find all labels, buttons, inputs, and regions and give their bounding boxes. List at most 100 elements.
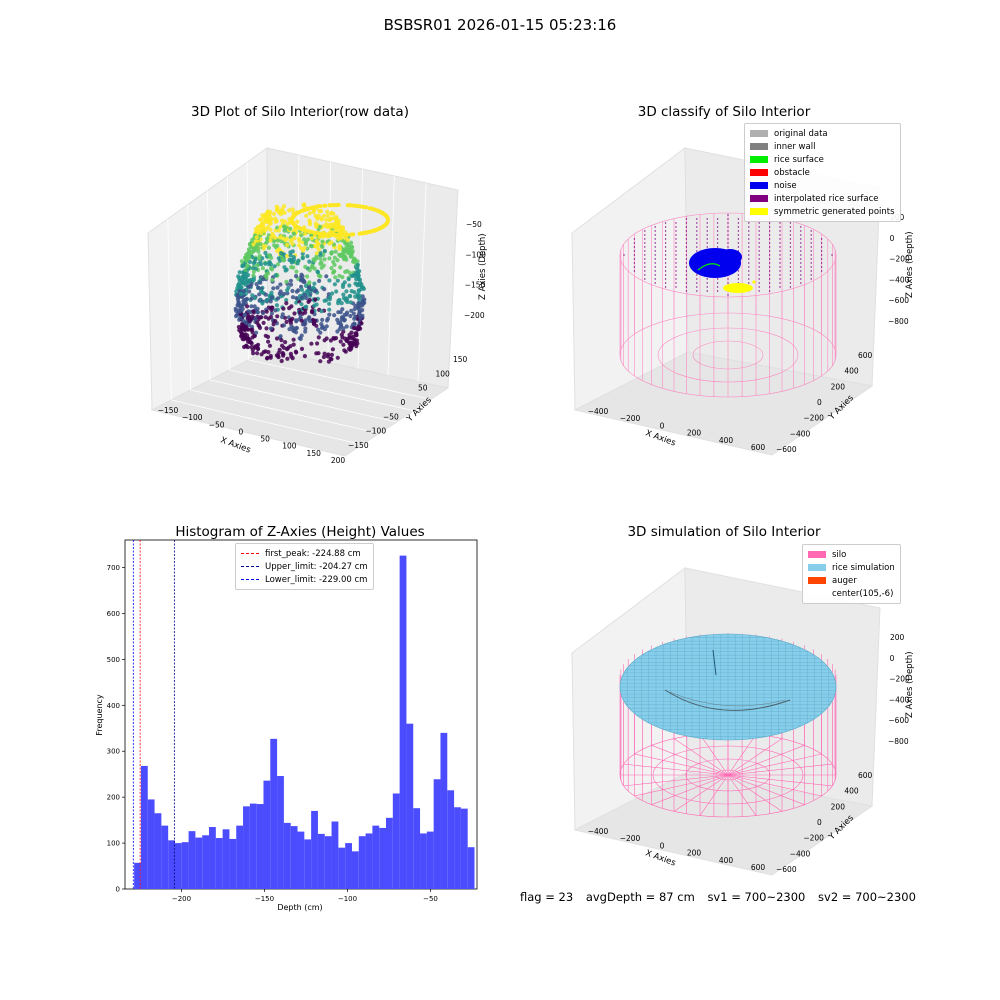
histogram-bar [134, 862, 141, 889]
histogram-bar [297, 831, 305, 889]
legend-item: obstacle [750, 166, 895, 179]
panel4-y-tick-label: 0 [817, 818, 822, 827]
legend-swatch [750, 169, 768, 176]
panel4-y-tick-label: 200 [831, 802, 846, 811]
histogram-bar [426, 831, 434, 889]
legend-item: first_peak: -224.88 cm [241, 547, 368, 560]
panel4-y-tick-label: 600 [858, 771, 873, 780]
panel2-y-tick-label: −600 [776, 445, 797, 454]
panel4-title: 3D simulation of Silo Interior [627, 524, 821, 540]
panel1-x-tick-label: 100 [282, 442, 297, 451]
sv1-text: sv1 = 700~2300 [707, 890, 806, 904]
histogram-y-tick-label: 600 [107, 610, 120, 618]
legend-label: original data [774, 128, 828, 139]
histogram-bar [174, 843, 182, 889]
histogram-bar [209, 827, 216, 889]
panel1-z-tick-label: −200 [464, 311, 485, 320]
panel2-x-tick-label: 200 [687, 429, 702, 438]
panel4-x-tick-label: −400 [588, 827, 609, 836]
histogram-bar [460, 808, 468, 889]
histogram-y-tick-label: 200 [107, 794, 120, 802]
legend-item: original data [750, 127, 895, 140]
panel1-y-tick-label: 150 [453, 355, 468, 364]
panel2-x-tick-label: −400 [588, 407, 609, 416]
panel4-y-tick-label: −200 [803, 834, 824, 843]
figure-title: BSBSR01 2026-01-15 05:23:16 [383, 16, 617, 34]
legend-label: center(105,-6) [832, 588, 894, 599]
panel1-xlabel: X Axies [219, 435, 252, 455]
panel3-histogram: −200 −150 −100 −50 0 100 200 300 400 500 600 700 De… [95, 539, 478, 912]
histogram-y-tick-label: 0 [116, 886, 120, 894]
legend-item: noise [750, 179, 895, 192]
legend-item: interpolated rice surface [750, 192, 895, 205]
histogram-y-tick-label: 700 [107, 564, 120, 572]
panel1-y-tick-label: 50 [418, 384, 428, 393]
panel4-zlabel: Z Axies (Depth) [905, 651, 915, 718]
legend-label: obstacle [774, 167, 810, 178]
histogram-bar [290, 826, 298, 889]
panel1-zlabel: Z Axies (Depth) [478, 233, 488, 300]
legend-swatch [808, 564, 826, 571]
histogram-x-tick-label: −50 [423, 895, 438, 903]
panel1-x-tick-label: −50 [209, 420, 225, 429]
panel2-z-tick-label: −400 [889, 275, 910, 284]
histogram-bar [386, 817, 393, 889]
histogram-bar [263, 780, 271, 889]
histogram-bar [195, 837, 203, 889]
panel4-z-tick-label: −600 [888, 716, 909, 725]
panel4-y-tick-label: 400 [844, 787, 859, 796]
panel1-x-tick-label: −100 [182, 413, 203, 422]
histogram-bar [372, 825, 380, 889]
panel1-y-tick-label: −50 [383, 412, 399, 421]
silo-wireframe [619, 212, 837, 398]
panel1-z-tick-label: −50 [466, 220, 482, 229]
panel2-x-tick-label: −200 [620, 414, 641, 423]
panel1-x-tick-label: 150 [307, 449, 322, 458]
legend-label: Upper_limit: -204.27 cm [265, 561, 368, 572]
panel2-z-tick-label: −200 [889, 255, 910, 264]
legend-label: rice simulation [832, 562, 895, 573]
histogram-bar [181, 842, 189, 889]
panel1-z-tick-label: −150 [465, 281, 486, 290]
histogram-bar [358, 836, 366, 889]
histogram-bar [147, 799, 155, 889]
panel4-z-tick-label: −800 [888, 737, 909, 746]
legend-swatch [750, 143, 768, 150]
histogram-legend: first_peak: -224.88 cm Upper_limit: -204.… [235, 543, 374, 590]
histogram-bar [420, 833, 427, 889]
avg-depth-text: avgDepth = 87 cm [585, 890, 695, 904]
histogram-bar [331, 821, 339, 889]
legend-label: auger [832, 575, 857, 586]
panel2-zlabel: Z Axies (Depth) [905, 231, 915, 298]
histogram-bar [433, 779, 441, 889]
histogram-bar [168, 840, 175, 889]
panel4-z-tick-label: 200 [890, 633, 905, 642]
legend-item: rice surface [750, 153, 895, 166]
legend-swatch [808, 590, 826, 597]
histogram-bar [338, 847, 346, 889]
legend-item: silo [808, 548, 895, 561]
panel1-y-tick-label: −100 [366, 427, 387, 436]
histogram-bar [399, 555, 407, 889]
rice-simulation-surface [619, 633, 837, 741]
histogram-y-tick-label: 100 [107, 840, 120, 848]
legend-swatch [750, 156, 768, 163]
legend-label: first_peak: -224.88 cm [265, 548, 361, 559]
histogram-bar [202, 835, 210, 889]
legend-item: inner wall [750, 140, 895, 153]
legend-label: interpolated rice surface [774, 193, 879, 204]
panel2-y-tick-label: −200 [803, 414, 824, 423]
histogram-bar [454, 807, 461, 889]
panel4-3d-simulation: −400 −200 0 200 400 600 600 400 200 0 −200 −400 −60… [571, 567, 915, 876]
panel1-x-tick-label: 0 [238, 427, 243, 436]
histogram-bar [229, 838, 237, 889]
legend-label: rice surface [774, 154, 824, 165]
legend-swatch [750, 130, 768, 137]
histogram-bar [467, 847, 475, 889]
histogram-y-tick-label: 500 [107, 656, 120, 664]
panel3-title: Histogram of Z-Axies (Height) Values [175, 524, 425, 540]
panel4-x-tick-label: 400 [719, 856, 734, 865]
legend-swatch [750, 195, 768, 202]
panel4-legend: silo rice simulation auger center(105,-6) [802, 544, 901, 604]
